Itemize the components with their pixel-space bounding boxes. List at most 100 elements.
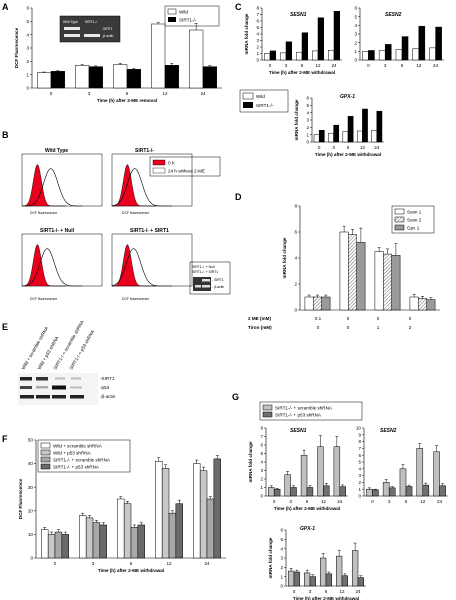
x-tick-label: 6	[306, 499, 309, 504]
bar	[164, 65, 179, 89]
x-tick-label: 12	[315, 63, 321, 68]
y-tick-label: 3	[280, 556, 283, 561]
bar	[317, 17, 325, 61]
blot-e-lane-1: Wild + scramble shRNA	[21, 325, 50, 370]
flow-xlabel-null: DCF fluorescence	[30, 297, 57, 301]
legend-f-s1: Wild + scramble shRNA	[53, 444, 103, 449]
bar	[418, 25, 426, 61]
y-tick-label: 6	[294, 230, 297, 235]
x-tick-label: 6	[405, 499, 408, 504]
legend-f-s2: Wild + p53 shRNA	[53, 451, 92, 456]
bar	[54, 531, 63, 559]
x-tick-label: 3	[332, 145, 335, 150]
bar	[366, 488, 373, 497]
bar	[199, 470, 208, 559]
y-tick-label: 1	[280, 574, 283, 579]
legend-f-s4: SIRT1-/- + p53 shRNA	[53, 465, 100, 470]
y-tick-label: 5	[260, 451, 263, 456]
y-tick-label: 8	[260, 426, 263, 431]
y-tick-label: 5	[354, 14, 357, 19]
y-tick-label: 0	[354, 58, 357, 63]
inset-blot-a: Wild Type SIRT1-/- -SIRT1 -β-actin	[59, 15, 121, 43]
panel-letter-a: A	[2, 2, 9, 12]
flow-xlabel-wt: DCF fluorescence	[30, 211, 57, 215]
panel-letter-b: B	[2, 130, 9, 140]
bar	[433, 451, 440, 497]
d-2me-v1: 0.1	[315, 316, 322, 321]
y-tick-label: 6	[306, 96, 309, 101]
bar	[130, 527, 139, 559]
flow-title-wt: Wild Type	[45, 148, 68, 154]
y-tick-label: 6	[358, 453, 361, 458]
bar	[202, 66, 217, 89]
legend-g-s2: SIRT1-/- + p53 shRNA	[275, 413, 322, 418]
histogram-0h	[111, 244, 156, 287]
x-tick-label: 3	[285, 63, 288, 68]
histogram-24h	[22, 168, 82, 207]
x-axis-label: Time (h) after 2-ME withdrawal	[269, 70, 335, 75]
bar	[323, 485, 330, 497]
y-tick-label: 3	[354, 32, 357, 37]
bar	[317, 446, 324, 497]
y-tick-label: 6	[256, 19, 259, 24]
d-2me-v4: 0	[409, 316, 412, 321]
y-axis-label: mRNA fold change	[244, 13, 249, 54]
bar	[351, 550, 359, 587]
bar	[293, 571, 301, 587]
x-tick-label: 3	[88, 91, 91, 96]
x-tick-label: 0	[273, 499, 276, 504]
x-tick-label: 3	[388, 499, 391, 504]
blot-e-band-p53: -p53	[100, 385, 110, 390]
y-tick-label: 4	[358, 466, 361, 471]
y-tick-label: 2	[26, 59, 29, 64]
bar	[362, 108, 368, 143]
y-axis-label: mRNA fold change	[268, 537, 273, 578]
d-tiron-v2: 0	[347, 325, 350, 330]
flow-title-null: SIRT1-/- + Null	[40, 228, 75, 234]
inset-a-band-sirt1: -SIRT1	[102, 27, 113, 31]
x-axis-label: Time (h) after 2-ME withdrawal	[315, 152, 381, 157]
bar	[290, 487, 297, 497]
histogram-24h	[111, 168, 172, 207]
x-tick-label: 0	[367, 63, 370, 68]
x-tick-label: 12	[416, 63, 422, 68]
x-tick-label: 0	[269, 63, 272, 68]
x-tick-label: 24	[204, 561, 210, 566]
y-axis-label: DCF Fluorescence	[14, 27, 19, 68]
x-axis-label: Time (h) after 2-ME removal	[97, 98, 157, 103]
bar	[123, 503, 132, 559]
legend-b-0h: 0 h	[168, 161, 175, 166]
y-tick-label: 0	[306, 140, 309, 145]
bar	[306, 487, 314, 497]
bar	[371, 130, 378, 143]
x-tick-label: 12	[420, 499, 426, 504]
bar	[383, 253, 392, 311]
bar	[175, 503, 183, 559]
y-tick-label: 10	[28, 532, 34, 537]
legend-f-s3: SIRT1-/- + scramble shRNA	[53, 458, 111, 463]
bar	[295, 51, 303, 61]
y-tick-label: 3	[256, 38, 259, 43]
y-tick-label: 6	[26, 6, 29, 11]
x-tick-label: 3	[92, 561, 95, 566]
x-tick-label: 3	[384, 63, 387, 68]
y-tick-label: 2	[354, 40, 357, 45]
x-tick-label: 0	[54, 561, 57, 566]
bar	[113, 64, 128, 89]
y-tick-label: 4	[294, 256, 297, 261]
y-tick-label: 30	[28, 485, 34, 490]
bar	[279, 52, 287, 61]
bar	[372, 489, 379, 497]
bar	[303, 572, 311, 587]
flow-cytometry-panel: Wild Type SIRT1-/- SIRT1-/- + Null SIRT1…	[21, 148, 231, 301]
bar	[328, 132, 334, 143]
y-tick-label: 3	[260, 468, 263, 473]
y-tick-label: 3	[26, 46, 29, 51]
x-tick-label: 6	[347, 145, 350, 150]
bar	[47, 534, 56, 559]
inset-a-lane-wt: Wild Type	[63, 20, 78, 24]
inset-b-lane-null: SIRT1-/- + Null	[192, 265, 215, 269]
inset-a-band-actin: -β-actin	[102, 34, 113, 38]
